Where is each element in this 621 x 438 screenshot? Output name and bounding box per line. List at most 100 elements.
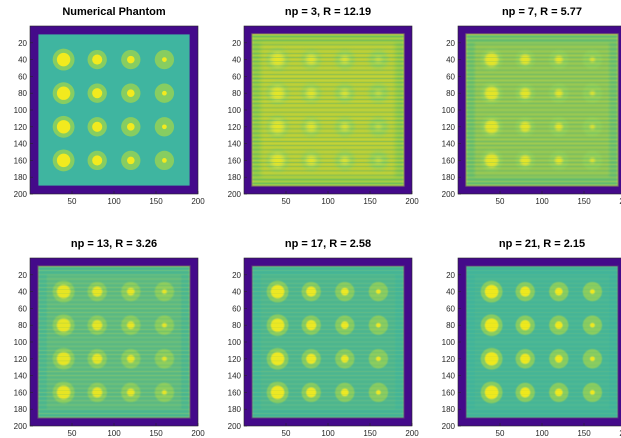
- y-tick-label: 80: [18, 321, 27, 330]
- insert-core: [590, 390, 595, 395]
- y-tick-label: 20: [446, 271, 455, 280]
- y-tick-label: 140: [442, 372, 456, 381]
- y-tick-label: 120: [442, 123, 456, 132]
- y-tick-label: 180: [442, 405, 456, 414]
- insert-core: [376, 289, 381, 294]
- y-tick-label: 180: [228, 405, 242, 414]
- insert-core: [162, 356, 167, 362]
- y-tick-label: 140: [14, 372, 28, 381]
- insert-core: [520, 387, 531, 398]
- insert-core: [341, 355, 349, 363]
- insert-core: [270, 52, 285, 67]
- insert-core: [376, 322, 381, 328]
- stripe-artifacts: [466, 34, 618, 184]
- insert-core: [306, 387, 317, 398]
- y-tick-label: 80: [446, 89, 455, 98]
- insert-core: [127, 287, 135, 296]
- y-tick-label: 60: [232, 72, 241, 81]
- insert-core: [92, 387, 103, 398]
- insert-core: [92, 155, 103, 166]
- y-tick-label: 80: [232, 321, 241, 330]
- y-tick-label: 160: [14, 156, 28, 165]
- inserts: [480, 48, 603, 172]
- x-tick-label: 150: [363, 429, 377, 438]
- x-tick-label: 50: [68, 429, 77, 438]
- insert-core: [162, 57, 167, 62]
- y-tick-label: 200: [442, 422, 456, 431]
- panel-numerical-phantom: Numerical Phantom 20 40 60 80 100 120 140 160 18…: [14, 6, 211, 206]
- y-tick-label: 120: [442, 355, 456, 364]
- y-tick-label: 40: [18, 288, 27, 297]
- insert-core: [376, 356, 381, 362]
- y-tick-label: 140: [228, 140, 242, 149]
- insert-core: [520, 353, 531, 364]
- y-tick-label: 80: [18, 89, 27, 98]
- panel-np3: np = 3, R = 12.19 20 40 60 80 100 120 140 160 18…: [228, 6, 425, 206]
- field-edge: [465, 265, 619, 419]
- image-plot: 20 40 60 80 100 120 140 160 180 200 50 100 150 200: [14, 25, 205, 206]
- insert-core: [127, 55, 135, 64]
- y-tick-label: 140: [14, 140, 28, 149]
- y-tick-label: 100: [14, 338, 28, 347]
- y-tick-label: 40: [18, 56, 27, 65]
- insert-core: [306, 121, 317, 132]
- y-tick-label: 80: [446, 321, 455, 330]
- y-tick-label: 180: [14, 173, 28, 182]
- panel-title: np = 13, R = 3.26: [70, 238, 158, 250]
- x-tick-label: 150: [577, 429, 591, 438]
- insert-core: [484, 318, 499, 332]
- insert-core: [555, 89, 563, 97]
- y-tick-label: 160: [442, 156, 456, 165]
- x-tick-label: 200: [619, 429, 621, 438]
- image-plot: 20 40 60 80 100 120 140 160 180 200 50 100 150 200: [14, 257, 205, 438]
- y-tick-label: 180: [228, 173, 242, 182]
- y-tick-label: 40: [232, 288, 241, 297]
- image-plot: 20 40 60 80 100 120 140 160 180 200 50 100 150 200: [228, 257, 419, 438]
- y-tick-label: 100: [442, 106, 456, 115]
- insert-core: [127, 89, 135, 97]
- insert-core: [56, 153, 71, 168]
- y-tick-label: 100: [228, 338, 242, 347]
- x-tick-label: 50: [496, 429, 505, 438]
- x-tick-label: 200: [405, 197, 419, 206]
- insert-core: [484, 352, 499, 366]
- insert-core: [520, 286, 531, 297]
- insert-core: [484, 385, 499, 400]
- y-tick-label: 140: [228, 372, 242, 381]
- stripe-artifacts: [252, 34, 404, 184]
- insert-core: [484, 86, 499, 100]
- y-tick-label: 60: [18, 304, 27, 313]
- insert-core: [56, 284, 71, 299]
- panel-title: Numerical Phantom: [62, 6, 166, 18]
- x-tick-label: 150: [363, 197, 377, 206]
- y-tick-label: 200: [228, 422, 242, 431]
- insert-core: [520, 88, 531, 99]
- insert-core: [270, 385, 285, 400]
- x-tick-label: 50: [282, 197, 291, 206]
- y-tick-label: 40: [232, 56, 241, 65]
- x-tick-label: 50: [496, 197, 505, 206]
- insert-core: [555, 123, 563, 131]
- x-tick-label: 200: [191, 429, 205, 438]
- inserts: [52, 280, 175, 404]
- panel-title: np = 17, R = 2.58: [284, 238, 372, 250]
- y-tick-label: 20: [18, 39, 27, 48]
- y-tick-label: 20: [18, 271, 27, 280]
- insert-core: [520, 155, 531, 166]
- insert-core: [56, 86, 71, 100]
- y-tick-label: 160: [442, 388, 456, 397]
- insert-core: [341, 55, 349, 64]
- insert-core: [555, 287, 563, 296]
- insert-core: [555, 388, 563, 397]
- insert-core: [270, 352, 285, 366]
- insert-core: [590, 158, 595, 163]
- field-edge: [465, 33, 619, 187]
- y-tick-label: 180: [14, 405, 28, 414]
- insert-core: [590, 90, 595, 96]
- y-tick-label: 100: [228, 106, 242, 115]
- x-tick-label: 200: [405, 429, 419, 438]
- insert-core: [162, 158, 167, 163]
- insert-core: [376, 124, 381, 130]
- x-tick-label: 100: [107, 197, 121, 206]
- y-tick-label: 80: [232, 89, 241, 98]
